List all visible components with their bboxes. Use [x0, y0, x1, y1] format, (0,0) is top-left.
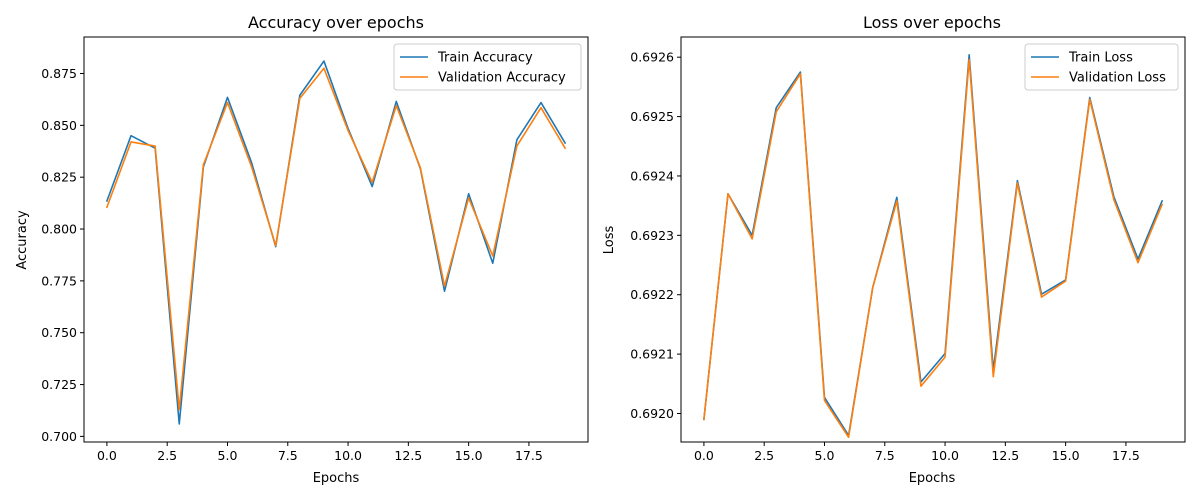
- accuracy-plot-frame: [83, 36, 589, 443]
- accuracy-x-tick-label: 5.0: [218, 448, 238, 463]
- loss-plot-frame: [680, 36, 1186, 443]
- loss-x-axis-label: Epochs: [909, 471, 956, 486]
- accuracy-x-tick-label: 10.0: [334, 448, 362, 463]
- accuracy-x-tick-label: 15.0: [455, 448, 483, 463]
- accuracy-y-tick-label: 0.825: [41, 170, 77, 185]
- accuracy-x-tick-label: 7.5: [278, 448, 298, 463]
- loss-y-tick-label: 0.6924: [630, 168, 674, 183]
- loss-y-tick-label: 0.6922: [630, 287, 674, 302]
- loss-x-tick-label: 2.5: [754, 448, 774, 463]
- accuracy-x-tick-label: 17.5: [515, 448, 543, 463]
- accuracy-legend-train-label: Train Accuracy: [437, 51, 533, 66]
- loss-plot-lines: [703, 54, 1164, 439]
- loss-y-tick-label: 0.6920: [630, 406, 674, 421]
- accuracy-y-tick-label: 0.700: [41, 429, 77, 444]
- accuracy-x-ticks: 0.0 2.5 5.0 7.5 10.0 12.5 15.0 17.5: [97, 442, 543, 463]
- accuracy-y-tick-label: 0.725: [41, 377, 77, 392]
- loss-y-tick-label: 0.6925: [630, 109, 674, 124]
- accuracy-y-tick-label: 0.850: [41, 118, 77, 133]
- loss-x-tick-label: 0.0: [694, 448, 714, 463]
- accuracy-x-tick-label: 12.5: [394, 448, 422, 463]
- loss-x-tick-label: 12.5: [991, 448, 1019, 463]
- accuracy-series-line-validation: [105, 67, 567, 411]
- accuracy-y-tick-label: 0.800: [41, 222, 77, 237]
- accuracy-x-tick-label: 0.0: [97, 448, 117, 463]
- loss-x-tick-label: 15.0: [1052, 448, 1080, 463]
- accuracy-plot-lines: [105, 60, 567, 425]
- accuracy-y-tick-label: 0.750: [41, 325, 77, 340]
- loss-y-ticks: 0.6920 0.6921 0.6922 0.6923 0.6924 0.6925 0.69…: [630, 50, 681, 421]
- loss-legend: Train Loss Validation Loss: [1024, 43, 1179, 91]
- accuracy-x-axis-label: Epochs: [313, 471, 360, 486]
- loss-legend-train-label: Train Loss: [1068, 51, 1133, 66]
- loss-y-tick-label: 0.6926: [630, 50, 674, 65]
- accuracy-y-tick-label: 0.875: [41, 66, 77, 81]
- accuracy-y-axis-label: Accuracy: [15, 210, 30, 270]
- loss-x-tick-label: 10.0: [931, 448, 959, 463]
- loss-y-tick-label: 0.6921: [630, 347, 674, 362]
- accuracy-series-line-train: [105, 60, 567, 425]
- accuracy-legend-frame: [393, 43, 582, 91]
- loss-legend-frame: [1024, 43, 1179, 91]
- loss-x-tick-label: 17.5: [1112, 448, 1140, 463]
- loss-chart: Loss over epochs 0.0 2.5 5.0 7.5 10.0 12.5 15.…: [602, 13, 1186, 486]
- loss-y-tick-label: 0.6923: [630, 228, 674, 243]
- loss-y-axis-label: Loss: [602, 226, 617, 255]
- loss-x-tick-label: 5.0: [815, 448, 835, 463]
- accuracy-y-tick-label: 0.775: [41, 273, 77, 288]
- accuracy-legend: Train Accuracy Validation Accuracy: [393, 43, 582, 91]
- accuracy-x-tick-label: 2.5: [157, 448, 177, 463]
- loss-legend-validation-label: Validation Loss: [1069, 71, 1166, 86]
- loss-chart-title: Loss over epochs: [863, 13, 1001, 32]
- loss-series-line-validation: [703, 58, 1164, 439]
- accuracy-y-ticks: 0.700 0.725 0.750 0.775 0.800 0.825 0.850 0.875: [41, 66, 84, 444]
- accuracy-chart-title: Accuracy over epochs: [248, 13, 424, 32]
- loss-x-ticks: 0.0 2.5 5.0 7.5 10.0 12.5 15.0 17.5: [694, 442, 1140, 463]
- accuracy-chart: Accuracy over epochs 0.0 2.5 5.0 7.5 10.0 12.…: [15, 13, 589, 486]
- loss-x-tick-label: 7.5: [875, 448, 895, 463]
- accuracy-legend-validation-label: Validation Accuracy: [438, 71, 566, 86]
